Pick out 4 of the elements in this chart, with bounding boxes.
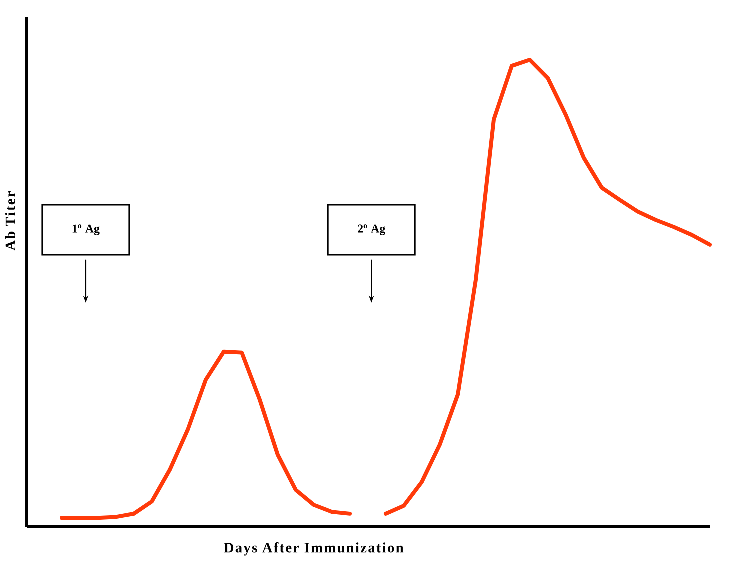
x-axis-title: Days After Immunization: [224, 542, 404, 556]
annotation: 2$^{o}$ Ag: [358, 224, 386, 236]
annotation: 1$^{o}$ Ag: [72, 224, 100, 236]
y-axis-title: Ab Titer: [5, 192, 16, 251]
